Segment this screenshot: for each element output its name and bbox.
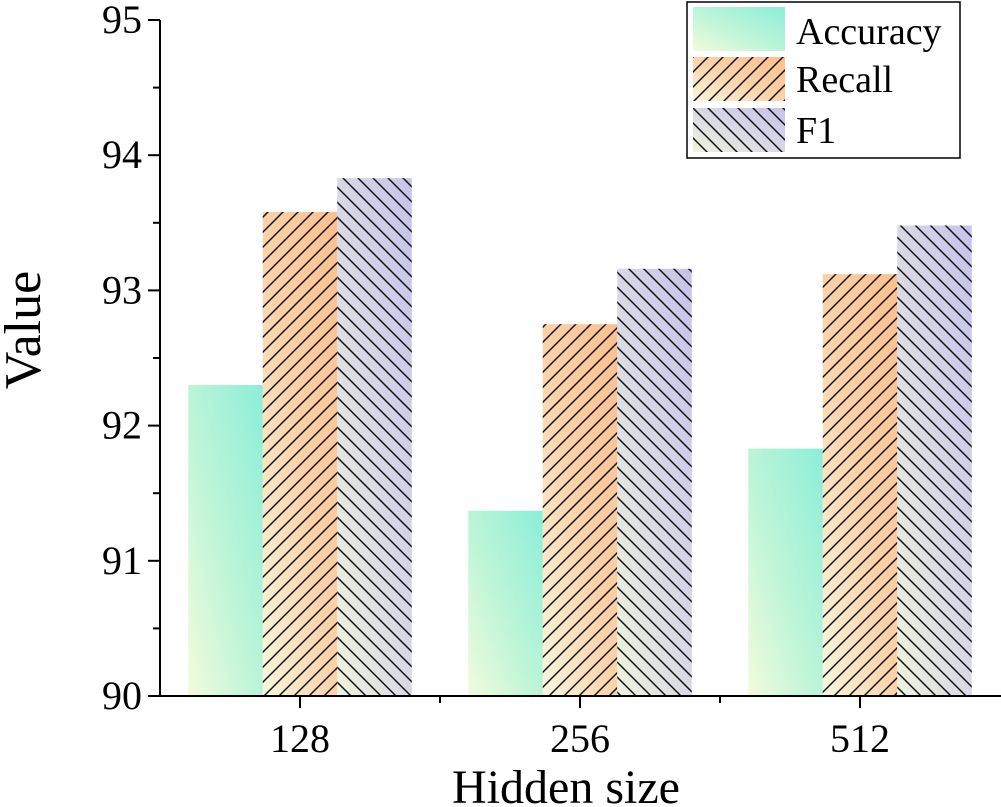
x-tick-label-512: 512 bbox=[830, 716, 890, 761]
bar-recall-512-hatch bbox=[822, 274, 898, 696]
y-tick-label: 93 bbox=[102, 267, 142, 312]
y-tick-label: 90 bbox=[102, 673, 142, 718]
bar-recall-128-hatch bbox=[262, 211, 338, 696]
legend: Accuracy Recall F1 bbox=[686, 1, 961, 159]
legend-label-recall: Recall bbox=[796, 59, 893, 101]
legend-swatch-accuracy bbox=[693, 7, 785, 51]
legend-label-accuracy: Accuracy bbox=[796, 11, 942, 53]
bar-f1-512-hatch bbox=[897, 225, 972, 696]
legend-swatch-f1-hatch bbox=[693, 108, 785, 152]
y-ticks: 90 91 92 93 94 95 bbox=[102, 0, 160, 718]
y-tick-label: 92 bbox=[102, 403, 142, 448]
x-ticks: 128 256 512 bbox=[270, 696, 890, 761]
y-tick-label: 91 bbox=[102, 538, 142, 583]
y-axis-title: Value bbox=[0, 271, 52, 389]
bars-group bbox=[188, 178, 972, 696]
x-tick-label-256: 256 bbox=[550, 716, 610, 761]
x-tick-label-128: 128 bbox=[270, 716, 330, 761]
x-axis-title: Hidden size bbox=[452, 761, 680, 807]
bar-accuracy-128 bbox=[188, 385, 263, 696]
bar-f1-256-hatch bbox=[617, 268, 692, 696]
bar-recall-256-hatch bbox=[542, 324, 618, 696]
bar-accuracy-512 bbox=[748, 448, 823, 696]
bar-accuracy-256 bbox=[468, 510, 543, 696]
y-tick-label: 94 bbox=[102, 132, 142, 177]
y-tick-label: 95 bbox=[102, 0, 142, 42]
legend-swatch-recall-hatch bbox=[693, 57, 785, 101]
legend-label-f1: F1 bbox=[796, 110, 836, 152]
bar-f1-128-hatch bbox=[337, 178, 412, 696]
